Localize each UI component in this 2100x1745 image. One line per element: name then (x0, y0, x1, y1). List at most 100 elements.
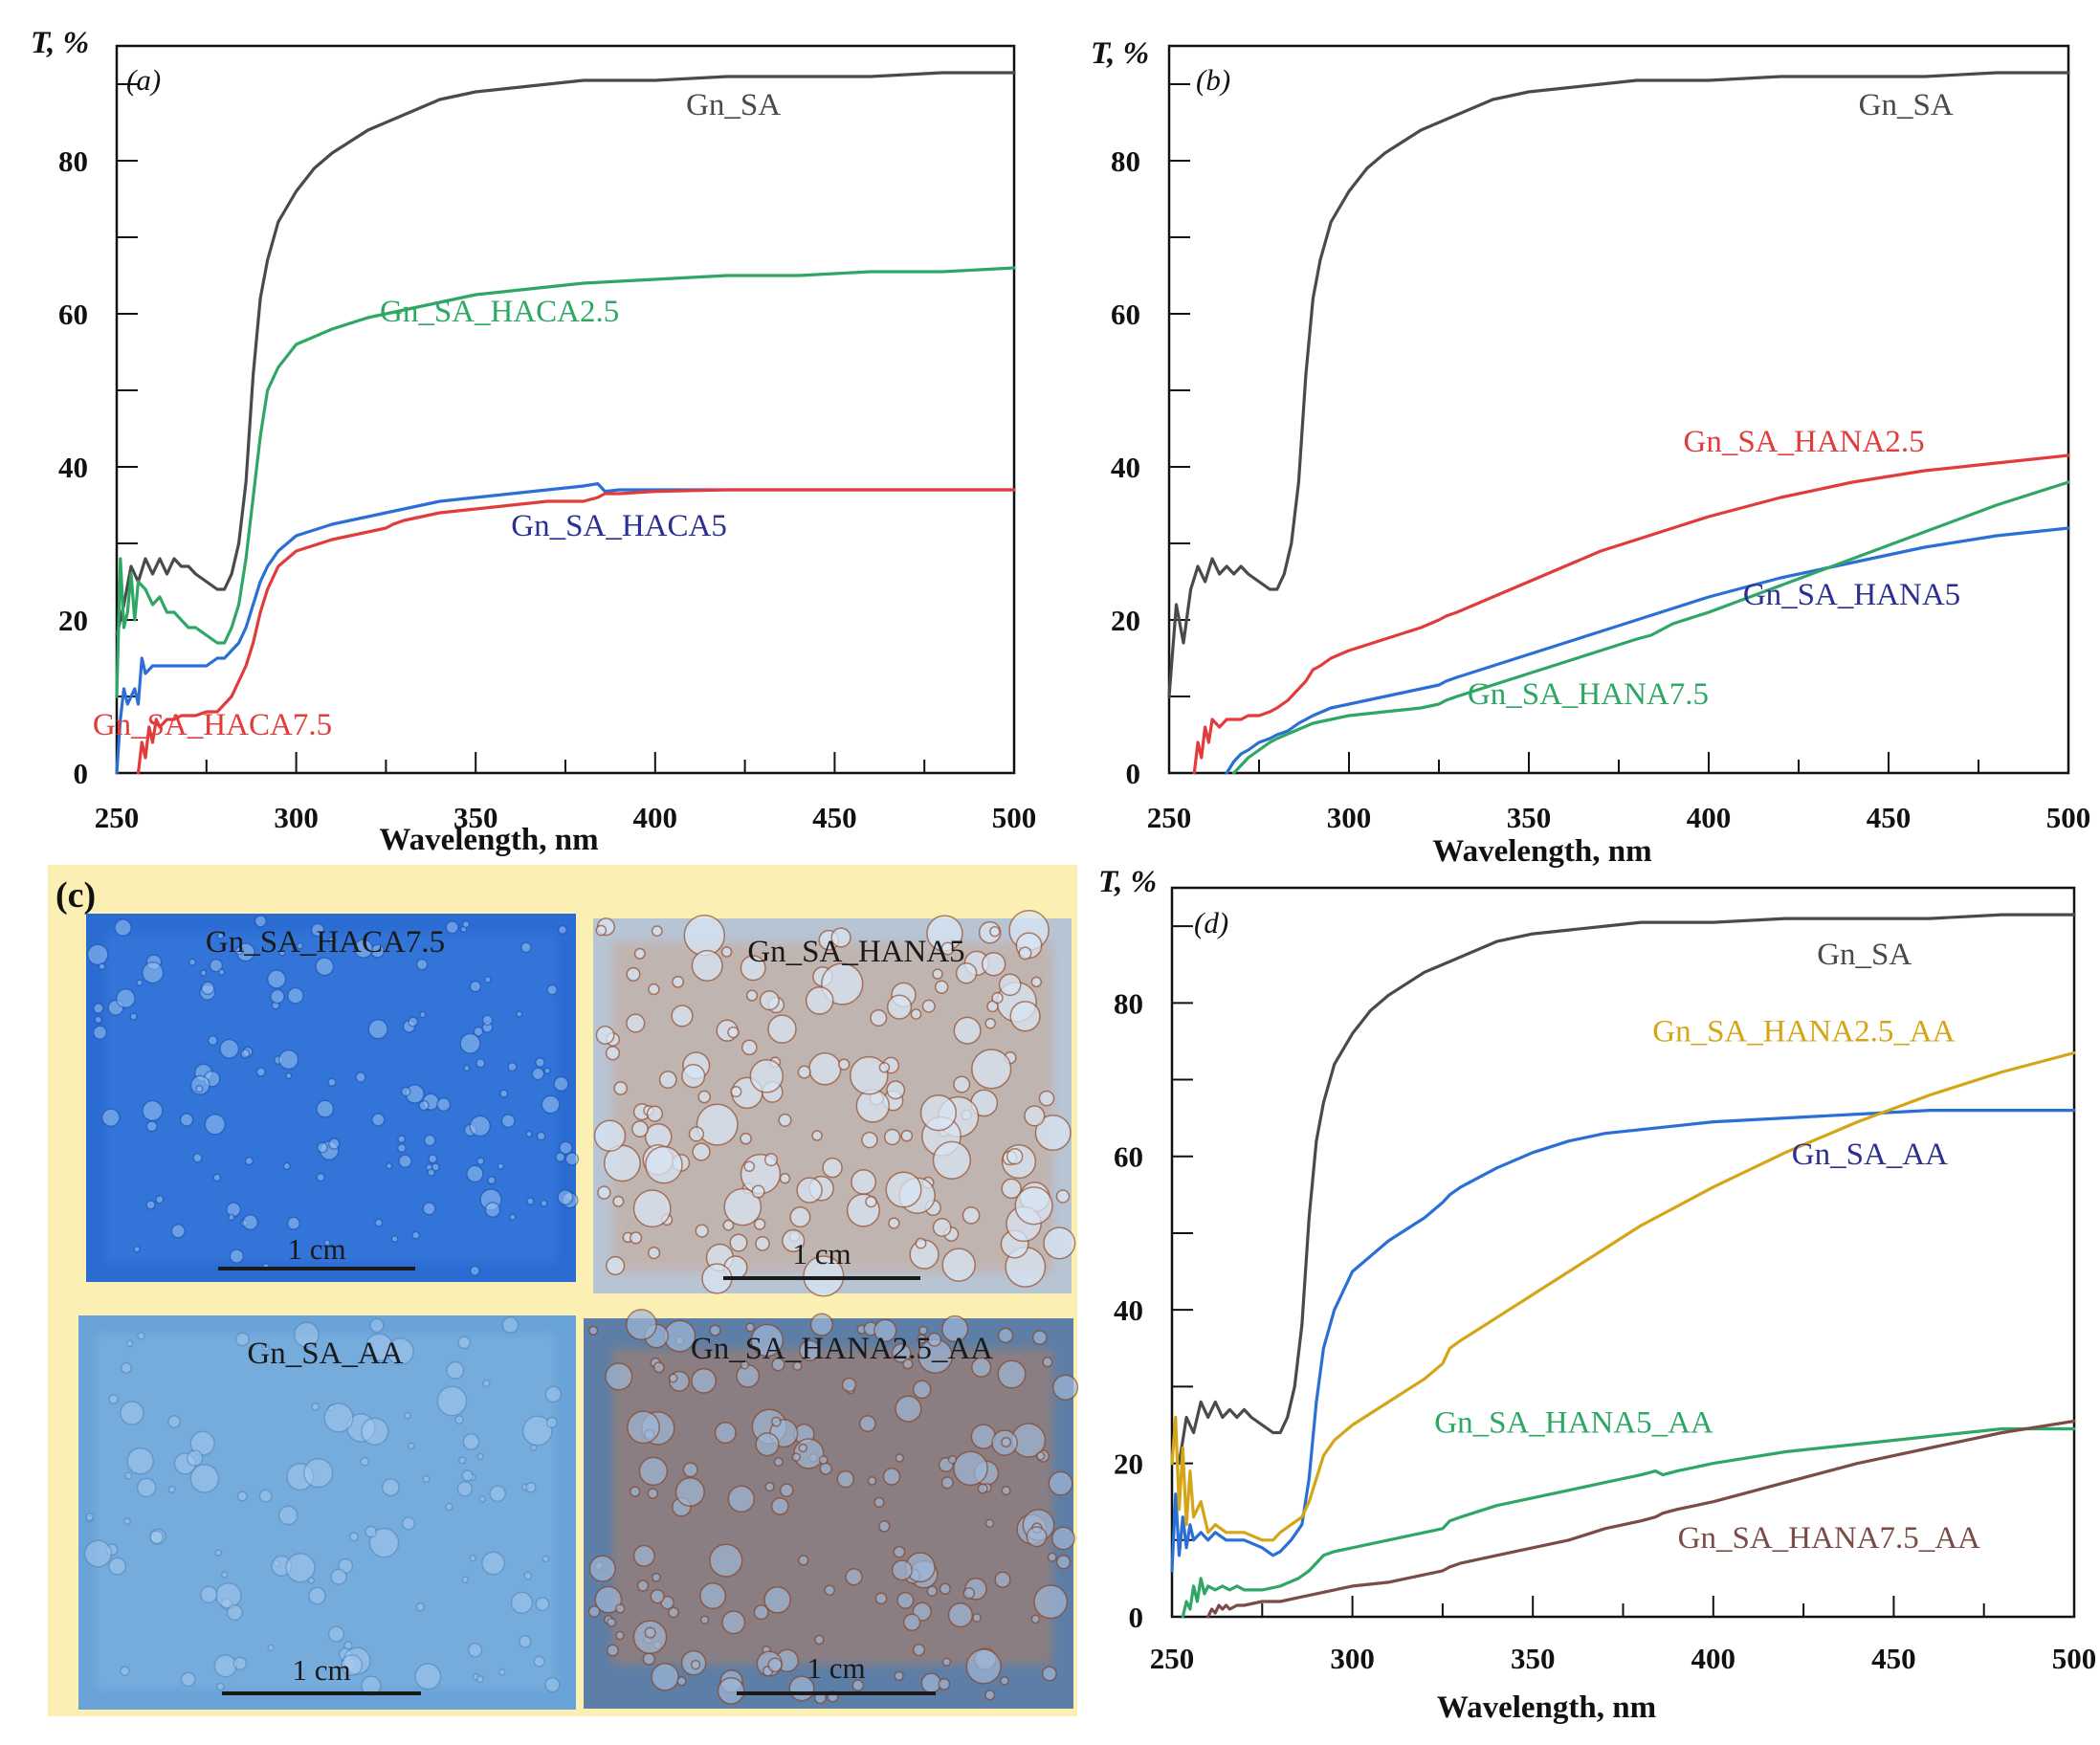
bubble (115, 988, 136, 1009)
bubble (396, 1143, 407, 1154)
bubble (650, 1588, 665, 1604)
bubble (989, 925, 1001, 938)
bubble (741, 1039, 758, 1056)
bubble (501, 1316, 519, 1334)
bubble (1033, 1584, 1069, 1620)
bubble (473, 1026, 484, 1037)
bubble (145, 1200, 156, 1210)
bubble (647, 1246, 661, 1260)
bubble (207, 1035, 218, 1047)
bubble (469, 1555, 477, 1562)
x-tick-label: 500 (992, 801, 1037, 834)
bubble (648, 983, 660, 996)
series-label: Gn_SA_HANA2.5_AA (1652, 1014, 1955, 1049)
y-tick-label: 0 (1129, 1601, 1144, 1634)
bubble (519, 941, 532, 954)
bubble (428, 1154, 438, 1164)
bubble (727, 1026, 740, 1039)
bubble (926, 1585, 939, 1598)
bubble (482, 1379, 491, 1388)
bubble (730, 1086, 742, 1098)
bubble (282, 1161, 292, 1171)
bubble (545, 1416, 559, 1429)
series-line (1206, 1419, 2076, 1619)
bubble (167, 1485, 176, 1493)
bubble (770, 1496, 789, 1515)
bubble (534, 1056, 545, 1069)
bubble (481, 1014, 494, 1027)
x-axis-title: Wavelength, nm (379, 823, 598, 857)
bubble (938, 1677, 951, 1690)
bubble (564, 1152, 580, 1166)
bubble (629, 1231, 643, 1245)
bubble (984, 1518, 995, 1529)
bubble (180, 1671, 196, 1688)
bubble (837, 1058, 851, 1071)
bubble (327, 1625, 345, 1643)
bubble (902, 1358, 914, 1370)
bubble (674, 1476, 705, 1508)
x-axis-title: Wavelength, nm (1437, 1690, 1656, 1725)
bubble (759, 990, 780, 1011)
bubble (789, 1206, 811, 1228)
bubble (461, 919, 471, 929)
bubble (418, 1010, 427, 1019)
bubble (293, 1321, 320, 1348)
bubble (642, 1652, 656, 1666)
series-label: Gn_SA_HANA7.5_AA (1678, 1521, 1980, 1556)
bubble (627, 1410, 660, 1445)
bubble (699, 1582, 727, 1610)
series-line (1232, 480, 2070, 775)
bubble (535, 1597, 550, 1612)
bubble (691, 1367, 718, 1394)
scale-bar-label: 1 cm (792, 1237, 851, 1270)
bubble (858, 1415, 876, 1433)
bubble (108, 1393, 120, 1405)
bubble (544, 1676, 561, 1693)
bubble (714, 1422, 737, 1445)
bubble (136, 1477, 157, 1498)
bubble (559, 1140, 573, 1156)
bubble (955, 961, 978, 984)
bubble (217, 968, 226, 976)
bubble (885, 1171, 922, 1208)
bubble (697, 1090, 712, 1104)
bubble (692, 1142, 711, 1161)
bubble (327, 936, 337, 945)
bubble (841, 1377, 857, 1393)
series-label: Gn_SA_HANA7.5 (1468, 677, 1709, 712)
bubble (555, 1151, 566, 1163)
y-axis-title: T, % (1098, 865, 1157, 899)
bubble (367, 1019, 388, 1040)
bubble (497, 1162, 505, 1170)
y-tick-label: 80 (1114, 986, 1143, 1020)
bubble (873, 1318, 897, 1342)
panel-tag: (d) (1194, 906, 1228, 939)
bubble (459, 1032, 481, 1054)
bubble (851, 1168, 877, 1195)
bubble (390, 1235, 399, 1244)
bubble (348, 1532, 360, 1542)
x-tick-label: 450 (812, 801, 857, 834)
bubble (489, 1485, 507, 1503)
bubble (878, 1061, 891, 1073)
bubble (381, 1478, 400, 1497)
bubble (107, 1557, 127, 1576)
bubble (797, 1555, 809, 1566)
bubble (727, 1485, 756, 1513)
bubble (893, 1545, 906, 1558)
bubble (891, 1343, 912, 1363)
bubble (997, 1327, 1014, 1344)
bubble (981, 951, 1006, 977)
bubble (427, 1168, 436, 1177)
bubble (743, 1160, 756, 1173)
bubble (469, 1115, 492, 1138)
bubble (422, 1202, 436, 1216)
bubble (374, 1218, 384, 1227)
bubble (407, 1442, 415, 1450)
bubble (85, 1513, 95, 1522)
x-tick-label: 250 (95, 801, 140, 834)
bubble (632, 1544, 655, 1567)
series-label: Gn_SA_HACA2.5 (380, 295, 619, 329)
bubble (414, 1663, 442, 1690)
